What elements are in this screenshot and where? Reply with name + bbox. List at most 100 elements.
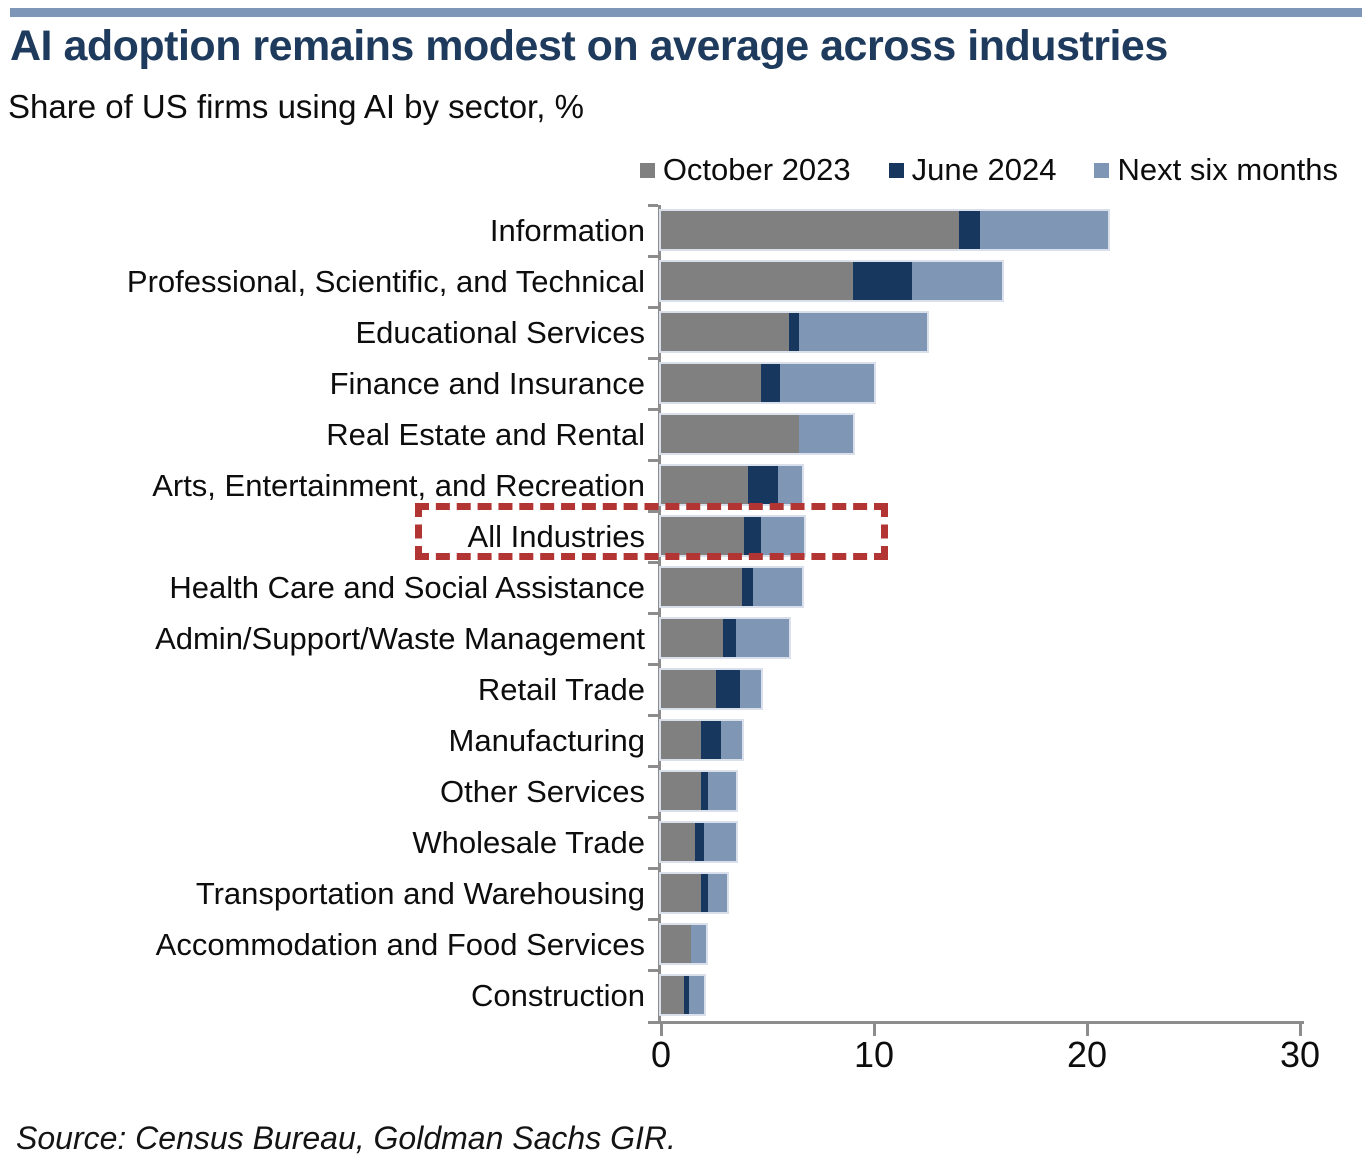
bar-row: Retail Trade — [0, 663, 1372, 715]
bar-segment — [959, 211, 981, 249]
stacked-bar — [661, 364, 874, 402]
bar-row: Construction — [0, 969, 1372, 1021]
stacked-bar — [661, 874, 727, 912]
bar-track — [648, 867, 1372, 919]
category-label: Transportation and Warehousing — [195, 876, 645, 911]
category-label: Professional, Scientific, and Technical — [126, 264, 645, 299]
bar-segment — [735, 619, 789, 657]
bar-row: Educational Services — [0, 306, 1372, 358]
stacked-bar — [661, 568, 802, 606]
bar-segment — [741, 568, 753, 606]
stacked-bar — [661, 262, 1002, 300]
bar-segment — [661, 925, 691, 963]
bar-segment — [661, 517, 745, 555]
bar-row: Accommodation and Food Services — [0, 918, 1372, 970]
bar-segment — [661, 262, 853, 300]
bar-segment — [695, 823, 704, 861]
bar-segment — [661, 976, 685, 1014]
source-note: Source: Census Bureau, Goldman Sachs GIR… — [16, 1120, 676, 1156]
category-label: Construction — [470, 978, 645, 1013]
legend-label: Next six months — [1117, 152, 1338, 187]
stacked-bar — [661, 976, 704, 1014]
bar-segment — [761, 364, 781, 402]
bar-track — [648, 663, 1372, 715]
stacked-bar — [661, 517, 804, 555]
chart-subtitle: Share of US firms using AI by sector, % — [8, 88, 584, 125]
bar-segment — [690, 925, 706, 963]
x-axis-tick — [1085, 1024, 1089, 1036]
category-label: Retail Trade — [477, 672, 645, 707]
stacked-bar — [661, 823, 736, 861]
bar-segment — [661, 211, 960, 249]
bar-segment — [744, 517, 762, 555]
bar-segment — [703, 823, 736, 861]
bar-track — [648, 816, 1372, 868]
category-label: Accommodation and Food Services — [155, 927, 645, 962]
category-label: Wholesale Trade — [412, 825, 645, 860]
category-label: Finance and Insurance — [329, 366, 645, 401]
category-label: Educational Services — [355, 315, 646, 350]
bar-segment — [707, 874, 727, 912]
bar-segment — [661, 415, 800, 453]
category-label: Other Services — [439, 774, 645, 809]
bar-track — [648, 408, 1372, 460]
category-label: Real Estate and Rental — [326, 417, 645, 452]
bar-segment — [912, 262, 1002, 300]
bar-segment — [761, 517, 804, 555]
bar-segment — [661, 823, 696, 861]
bar-segment — [684, 976, 689, 1014]
stacked-bar — [661, 466, 802, 504]
legend-item: June 2024 — [888, 152, 1056, 188]
bar-row: Transportation and Warehousing — [0, 867, 1372, 919]
bar-segment — [852, 262, 913, 300]
bar-row: All Industries — [0, 510, 1372, 562]
category-label: Manufacturing — [448, 723, 645, 758]
bar-track — [648, 255, 1372, 307]
bar-track — [648, 765, 1372, 817]
bar-row: Real Estate and Rental — [0, 408, 1372, 460]
stacked-bar — [661, 313, 928, 351]
bar-segment — [720, 721, 742, 759]
bar-segment — [716, 670, 740, 708]
x-axis-tick — [1298, 1024, 1302, 1036]
x-axis-tick-label: 0 — [650, 1034, 672, 1075]
bar-row: Health Care and Social Assistance — [0, 561, 1372, 613]
bar-segment — [661, 364, 762, 402]
bar-segment — [701, 772, 708, 810]
bar-segment — [661, 874, 702, 912]
x-axis-line — [648, 1021, 1304, 1024]
bar-segment — [661, 568, 742, 606]
bar-segment — [701, 721, 721, 759]
bar-segment — [799, 313, 928, 351]
category-label: Information — [489, 213, 645, 248]
stacked-bar — [661, 670, 762, 708]
category-label: Arts, Entertainment, and Recreation — [152, 468, 645, 503]
category-label: All Industries — [467, 519, 645, 554]
stacked-bar — [661, 721, 742, 759]
bar-segment — [661, 466, 749, 504]
category-label: Health Care and Social Assistance — [169, 570, 645, 605]
x-axis-tick — [659, 1024, 663, 1036]
x-axis-tick — [872, 1024, 876, 1036]
bar-row: Wholesale Trade — [0, 816, 1372, 868]
x-axis-tick-label: 30 — [1279, 1034, 1321, 1075]
legend-swatch-icon — [888, 162, 904, 178]
legend-swatch-icon — [639, 162, 655, 178]
bar-track — [648, 510, 1372, 562]
bar-row: Manufacturing — [0, 714, 1372, 766]
bar-segment — [661, 619, 723, 657]
legend-swatch-icon — [1094, 162, 1110, 178]
legend-item: Next six months — [1094, 152, 1338, 188]
legend-item: October 2023 — [639, 152, 851, 188]
bar-segment — [788, 313, 800, 351]
bar-row: Information — [0, 204, 1372, 256]
bar-row: Finance and Insurance — [0, 357, 1372, 409]
x-axis-tick-label: 20 — [1066, 1034, 1108, 1075]
bar-segment — [661, 721, 702, 759]
bar-segment — [980, 211, 1109, 249]
bar-segment — [739, 670, 762, 708]
bar-segment — [748, 466, 779, 504]
bar-segment — [688, 976, 704, 1014]
bar-track — [648, 561, 1372, 613]
